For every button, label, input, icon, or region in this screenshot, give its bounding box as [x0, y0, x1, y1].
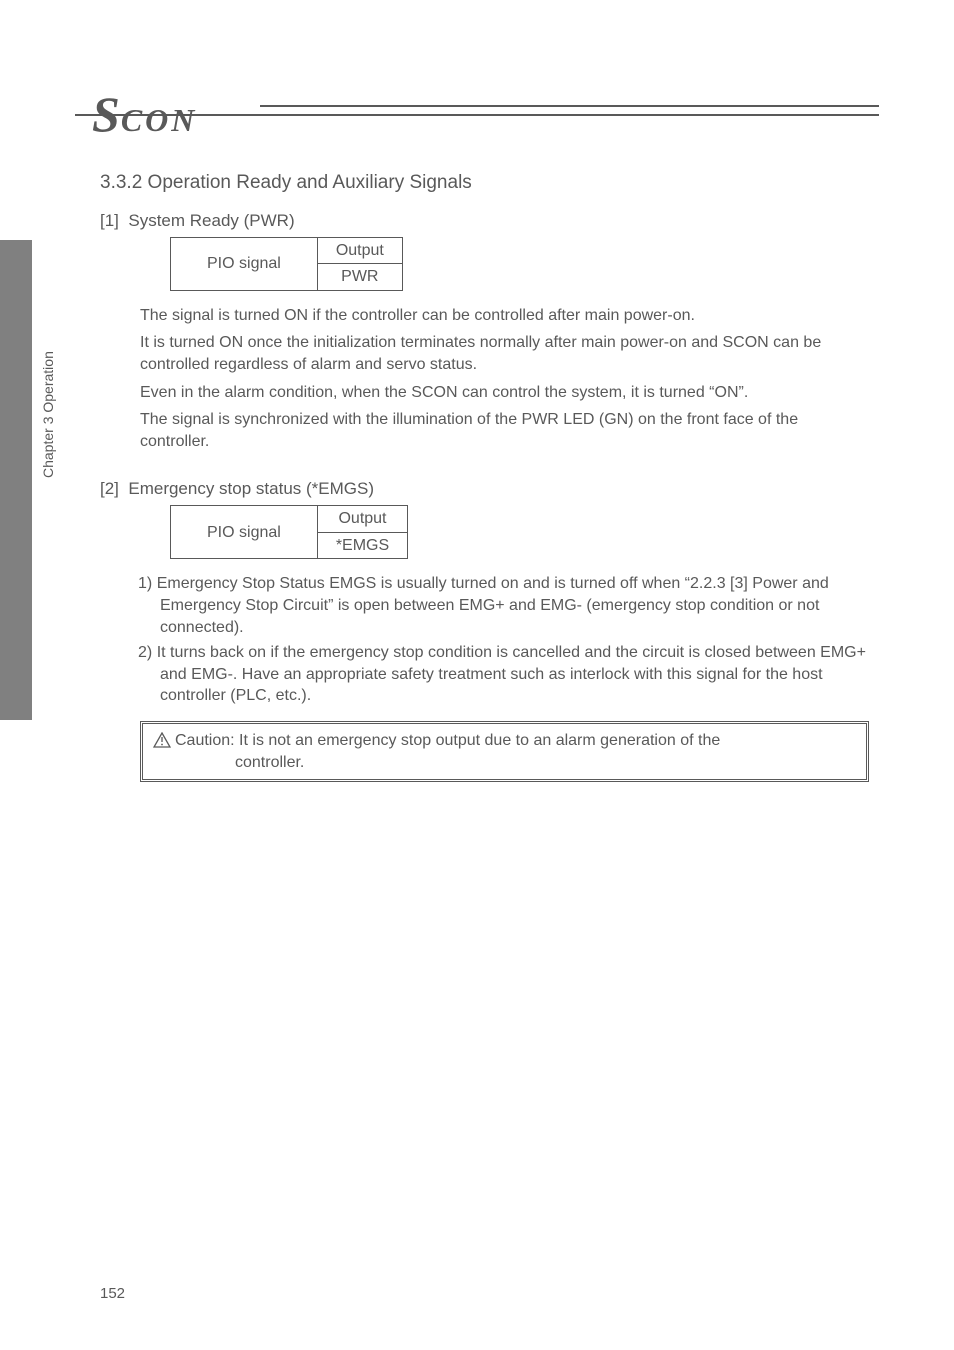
pio-output-value: PWR [317, 264, 402, 291]
pio-label: PIO signal [171, 506, 318, 559]
section-heading: 3.3.2 Operation Ready and Auxiliary Sign… [100, 170, 869, 196]
pio-label: PIO signal [171, 237, 318, 290]
pio-output-header: Output [317, 506, 407, 533]
paragraph: It is turned ON once the initialization … [140, 332, 869, 375]
subsection-heading-1: [1] System Ready (PWR) [100, 210, 869, 233]
caution-text: Caution: It is not an emergency stop out… [175, 730, 856, 752]
header-rule-bottom [75, 114, 879, 116]
header-rule-top [260, 105, 879, 107]
list-item: 1) Emergency Stop Status EMGS is usually… [160, 573, 869, 638]
paragraph: The signal is synchronized with the illu… [140, 409, 869, 452]
paragraph: Even in the alarm condition, when the SC… [140, 382, 869, 404]
subsection-heading-2: [2] Emergency stop status (*EMGS) [100, 478, 869, 501]
page-content: 3.3.2 Operation Ready and Auxiliary Sign… [100, 170, 869, 782]
pio-output-header: Output [317, 237, 402, 264]
list-item: 2) It turns back on if the emergency sto… [160, 642, 869, 707]
pio-table-2: PIO signal Output *EMGS [170, 505, 408, 559]
pio-output-value: *EMGS [317, 532, 407, 559]
side-tab-label: Chapter 3 Operation [40, 351, 56, 478]
warning-icon [153, 732, 171, 748]
pio-table-1: PIO signal Output PWR [170, 237, 403, 291]
page-number: 152 [100, 1285, 125, 1302]
side-tab [0, 240, 32, 720]
caution-box: Caution: It is not an emergency stop out… [140, 721, 869, 782]
paragraph: The signal is turned ON if the controlle… [140, 305, 869, 327]
caution-text-cont: controller. [235, 752, 856, 774]
